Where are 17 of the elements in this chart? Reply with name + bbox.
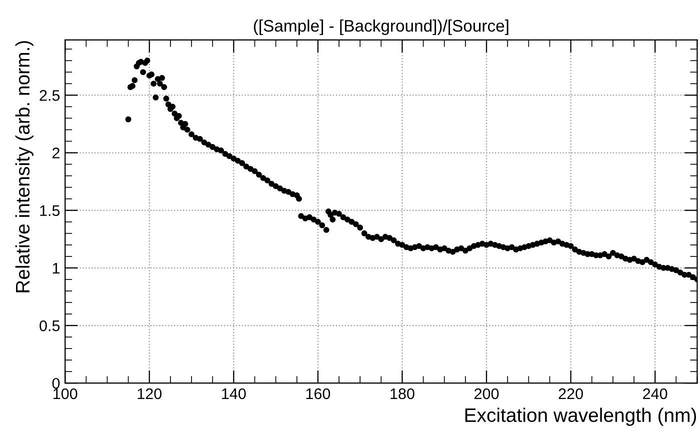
- y-tick-label: 1: [52, 262, 60, 274]
- y-tick-label: 2: [52, 148, 60, 158]
- x-tick-label: 160: [306, 388, 330, 400]
- x-axis-title: Excitation wavelength (nm): [465, 408, 696, 426]
- x-tick-label: 240: [643, 388, 668, 400]
- x-tick-label: 120: [138, 388, 162, 400]
- y-tick-label: 0.5: [40, 320, 60, 332]
- chart-title: ([Sample] - [Background])/[Source]: [254, 19, 508, 36]
- x-tick-label: 180: [390, 388, 414, 400]
- y-axis-title: Relative intensity (arb. norm.): [15, 41, 34, 292]
- x-tick-label: 100: [54, 388, 78, 400]
- x-tick-label: 200: [474, 388, 499, 400]
- x-tick-label: 140: [222, 388, 246, 400]
- y-tick-label: 0: [52, 378, 60, 389]
- y-tick-label: 1.5: [40, 205, 60, 216]
- y-tick-label: 2.5: [40, 90, 60, 101]
- x-tick-label: 220: [558, 388, 583, 400]
